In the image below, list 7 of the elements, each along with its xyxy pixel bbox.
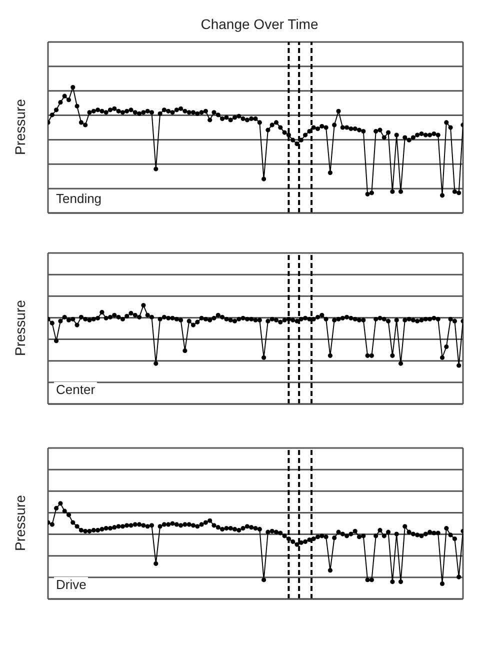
chart-title: Change Over Time [200, 16, 320, 32]
y-axis-title: Pressure [12, 299, 28, 356]
y-axis-title: Pressure [12, 494, 28, 551]
annotation: Drive [54, 577, 88, 592]
annotation: Tending [54, 191, 104, 206]
annotation: Center [54, 382, 98, 397]
y-axis-title: Pressure [12, 98, 28, 155]
